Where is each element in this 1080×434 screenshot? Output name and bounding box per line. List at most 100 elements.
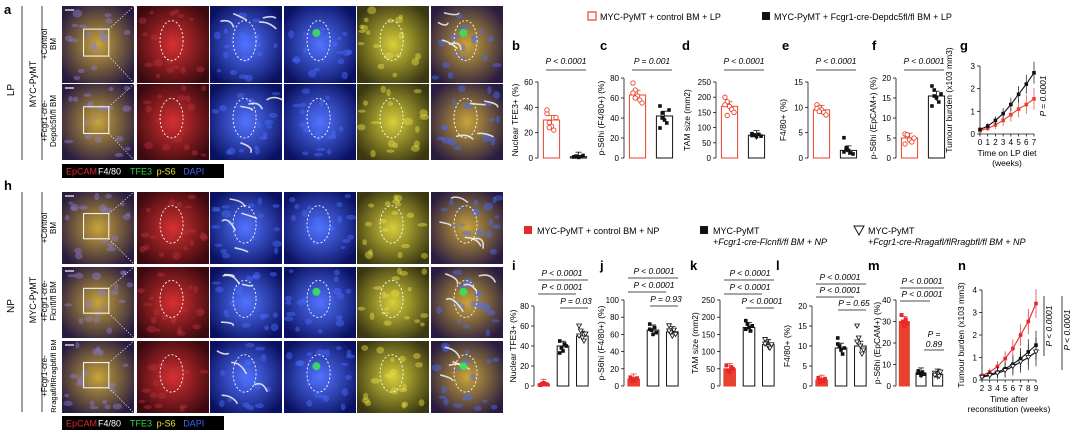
y-tick-label-l-0: 0 <box>803 382 808 391</box>
p-value-j-2: P = 0.93 <box>650 294 682 304</box>
legend-marker-depdc5-lp <box>762 12 770 20</box>
y-label-n: Tumour burden (x103 mm3) <box>956 282 966 388</box>
point-k-1-2 <box>747 325 751 330</box>
point-m-0-0 <box>899 313 904 318</box>
y-tick-label-m-0: 0 <box>887 382 892 391</box>
row-label-bottom-0-line2: BM <box>49 222 58 234</box>
y-tick-label-n-2: 2 <box>973 331 978 340</box>
micrograph-top-r1-c5 <box>431 84 503 160</box>
point-e-0-6 <box>816 108 822 115</box>
micrograph-bottom-r2-c2 <box>210 341 282 413</box>
legend-label-flcn-np-2: +Fcgr1-cre-Flcnfl/fl BM + NP <box>713 237 827 247</box>
point-l-2-2 <box>857 343 864 350</box>
point-j-2-0 <box>665 323 673 329</box>
point-j-2-3 <box>670 327 678 334</box>
point-l-2-4 <box>860 347 867 354</box>
y-tick-label-c-0: 0 <box>615 154 620 163</box>
series-point-n-0-2 <box>995 364 1000 369</box>
point-d-1-5 <box>750 133 754 138</box>
point-l-2-3 <box>858 351 866 358</box>
y-tick-label-i-4: 80 <box>520 302 529 311</box>
panel-letter-c: c <box>600 38 607 53</box>
chart-e: e 0 5 10 15 F4/80+ (%) P < 0.0001 <box>778 38 858 163</box>
panel-letter-k: k <box>690 258 698 273</box>
y-label-i: Nuclear TFE3+ (%) <box>508 309 518 382</box>
series-point-n-0-5 <box>1018 333 1023 337</box>
micrograph-top-r0-c1 <box>137 6 209 83</box>
point-c-1-3 <box>664 121 669 125</box>
point-l-2-0 <box>853 323 861 330</box>
point-i-1-1 <box>559 346 564 350</box>
y-tick-label-d-3: 150 <box>698 108 712 117</box>
p-value-n-1: P < 0.0001 <box>1062 309 1072 350</box>
y-tick-label-i-1: 20 <box>520 362 529 371</box>
row-label-top-0-line1: +Control <box>40 29 49 60</box>
point-j-0-0 <box>628 375 633 380</box>
p-value-k-1: P < 0.0001 <box>729 282 770 292</box>
point-i-2-5 <box>575 333 583 340</box>
point-i-1-2 <box>561 349 565 353</box>
point-d-0-5 <box>722 102 728 108</box>
y-tick-label-l-2: 10 <box>798 342 807 351</box>
y-tick-label-n-3: 3 <box>973 309 978 318</box>
panel-letter-i: i <box>512 258 516 273</box>
x-label-n-1: reconstitution (weeks) <box>968 404 1051 414</box>
bar-k-Flcn <box>742 327 756 387</box>
y-tick-label-b-2: 40 <box>524 103 533 112</box>
panel-letter-a: a <box>4 2 12 17</box>
micrograph-top-r0-c0 <box>62 5 135 84</box>
point-j-2-2 <box>669 333 676 340</box>
point-i-2-3 <box>580 338 588 345</box>
p-value-i-1: P < 0.0001 <box>541 282 582 292</box>
point-d-0-0 <box>722 94 728 100</box>
y-tick-label-k-1: 50 <box>706 365 715 374</box>
stain-legend-top-item-3: p-S6 <box>157 167 176 177</box>
point-c-1-6 <box>660 116 665 120</box>
bar-j-Rraga/Rragb <box>666 331 679 387</box>
point-l-2-1 <box>855 335 862 342</box>
p-value-e-0: P < 0.0001 <box>815 56 856 66</box>
y-tick-label-j-5: 100 <box>606 296 620 305</box>
point-m-1-4 <box>922 372 926 376</box>
micrograph-bottom-r0-c3 <box>284 192 356 264</box>
point-m-1-0 <box>916 369 920 373</box>
x-label-g-0: Time on LP diet <box>977 148 1037 158</box>
point-m-0-4 <box>905 321 910 326</box>
micrograph-bottom-r1-c2 <box>210 267 282 338</box>
point-m-0-1 <box>900 319 905 324</box>
series-point-n-2-7 <box>1032 349 1040 355</box>
series-point-n-2-5 <box>1017 359 1024 366</box>
row-label-bottom-2-line1: +Fcgr1-cre- <box>40 355 49 397</box>
y-label-k: TAM size (mm2) <box>690 312 700 374</box>
point-i-2-2 <box>579 335 586 342</box>
point-d-0-4 <box>731 109 737 116</box>
y-tick-label-j-0: 0 <box>615 382 620 391</box>
point-j-1-3 <box>652 325 657 330</box>
row-label-bottom-1-line1: +Fcgr1-cre- <box>40 280 49 322</box>
y-tick-label-j-2: 40 <box>610 348 619 357</box>
y-tick-label-m-1: 10 <box>882 361 891 370</box>
y-tick-label-k-2: 100 <box>702 348 716 357</box>
series-point-n-2-0 <box>978 374 986 381</box>
x-tick-label-n-6: 8 <box>1026 384 1031 393</box>
chart-d: d 0 50 100 150 200 250 TAM size (mm2) P < 0.0001 <box>682 38 766 163</box>
panel-letter-j: j <box>599 258 604 273</box>
series-point-g-1-1 <box>985 124 990 128</box>
series-point-g-1-7 <box>1032 71 1036 75</box>
chart-m: m 0 10 20 30 40p-S6hi (EpCAM+) (%) P < 0.0001 P… <box>868 258 944 391</box>
y-tick-label-j-1: 20 <box>610 365 619 374</box>
series-point-g-0-5 <box>1016 107 1021 111</box>
series-point-g-1-0 <box>978 127 982 132</box>
series-point-g-0-2 <box>993 123 998 127</box>
y-tick-label-f-0: 0 <box>887 154 892 163</box>
point-j-2-4 <box>672 332 679 338</box>
series-point-n-0-4 <box>1011 346 1015 351</box>
x-tick-label-n-1: 3 <box>987 384 992 393</box>
point-l-1-1 <box>837 344 842 348</box>
point-f-1-2 <box>934 96 939 100</box>
model-label-bottom: MYC-PyMT <box>28 276 38 323</box>
x-tick-label-n-7: 9 <box>1034 384 1039 393</box>
series-line-n-0 <box>981 303 1037 377</box>
